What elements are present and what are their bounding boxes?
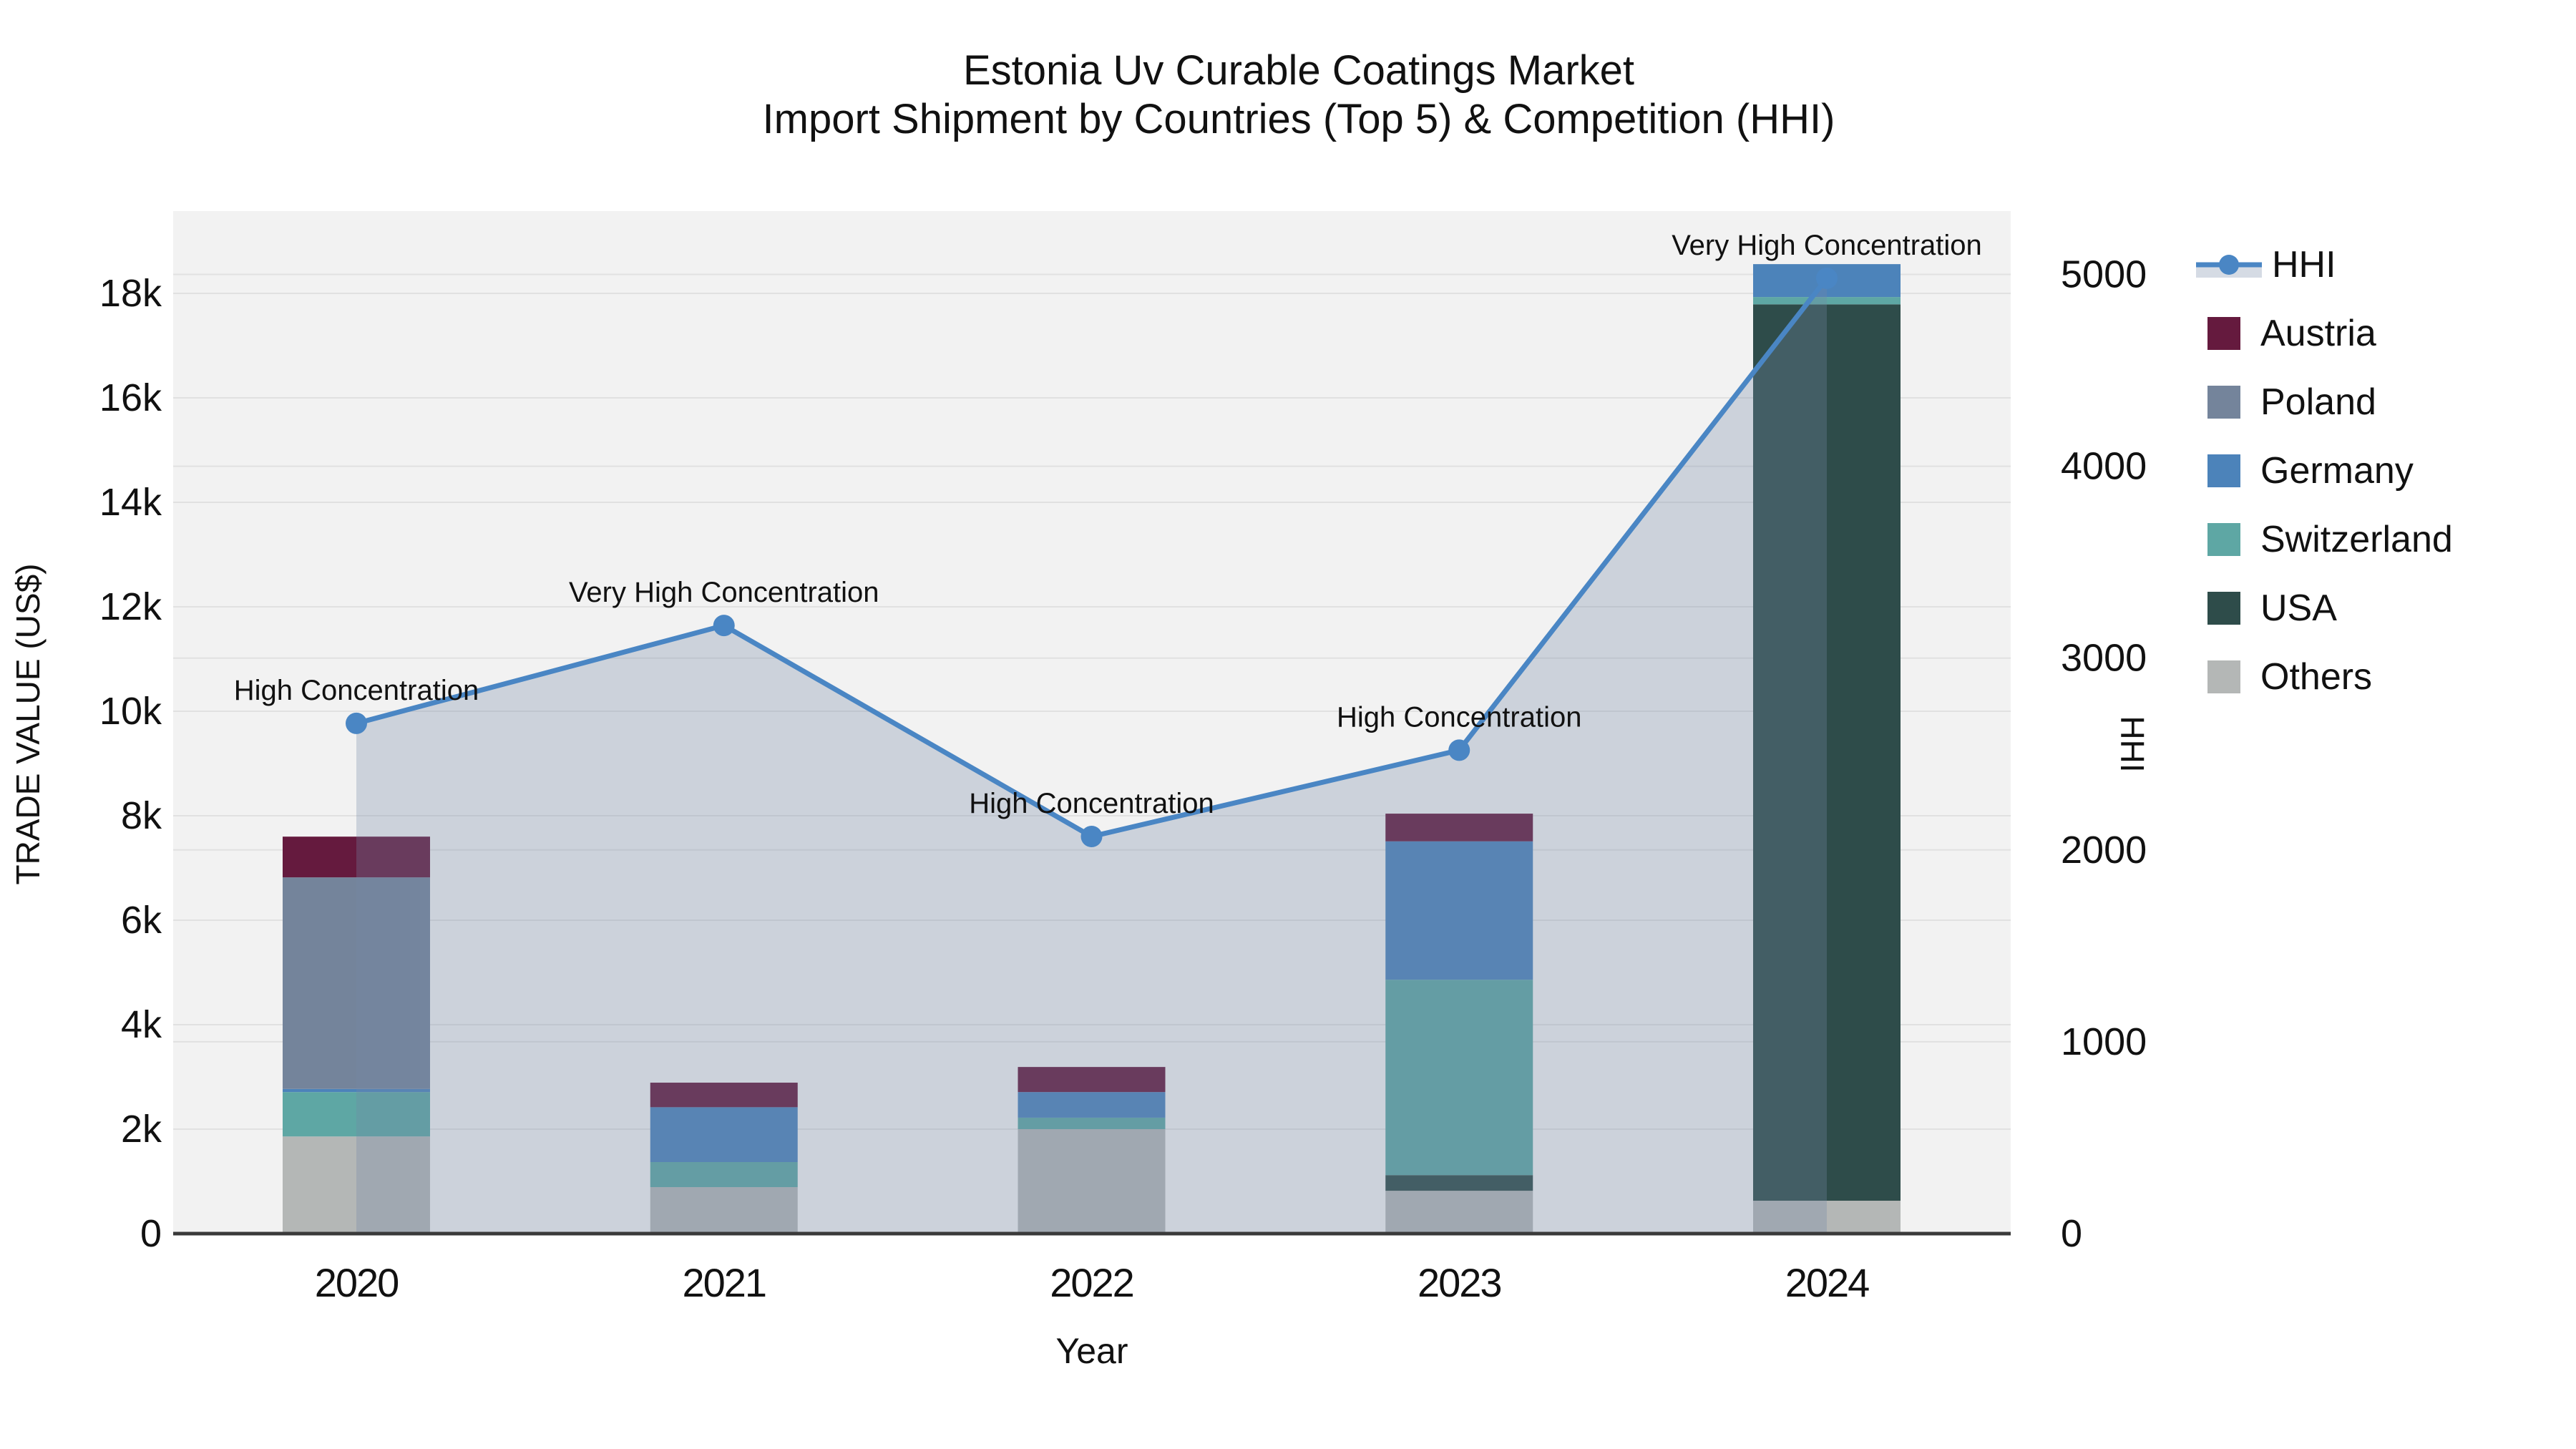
- y-right-tick-labels: 0 1000 2000 3000 4000 5000: [2061, 253, 2147, 1256]
- x-tick-2022: 2022: [1050, 1260, 1133, 1305]
- hhi-marker-2020: [346, 712, 367, 734]
- bar-segment-switzerland-2022: [1018, 1117, 1166, 1129]
- annotation-2023: High Concentration: [1337, 701, 1581, 733]
- annotation-2021: Very High Concentration: [569, 577, 879, 608]
- gridlines: [173, 273, 2011, 1130]
- legend-label-usa: USA: [2260, 587, 2337, 629]
- x-tick-2024: 2024: [1785, 1260, 1869, 1305]
- hhi-area-fill: [356, 278, 1827, 1234]
- bar-segment-austria-2020: [283, 836, 430, 878]
- y-right-tick-0: 0: [2061, 1212, 2082, 1255]
- legend-label-austria: Austria: [2260, 313, 2376, 354]
- annotation-2020: High Concentration: [234, 675, 479, 706]
- bar-segment-switzerland-2021: [650, 1161, 798, 1188]
- y-right-tick-1000: 1000: [2061, 1020, 2147, 1063]
- y-left-tick-16k: 16k: [99, 376, 162, 419]
- annotation-2022: High Concentration: [969, 788, 1214, 819]
- hhi-marker-2024: [1816, 267, 1838, 289]
- y-left-tick-2k: 2k: [121, 1108, 162, 1151]
- legend-item-austria: Austria: [2207, 299, 2453, 368]
- x-axis-title: Year: [1055, 1331, 1128, 1371]
- hhi-marker-2022: [1080, 826, 1103, 848]
- y-left-tick-8k: 8k: [121, 794, 162, 837]
- bar-segment-germany-2020: [283, 1088, 430, 1093]
- chart-title-line2: Import Shipment by Countries (Top 5) & C…: [763, 96, 1835, 142]
- legend-item-poland: Poland: [2207, 368, 2453, 436]
- legend-swatch-usa: [2207, 592, 2240, 625]
- y-left-tick-14k: 14k: [99, 481, 162, 524]
- bar-segment-switzerland-2020: [283, 1092, 430, 1137]
- y-left-tick-4k: 4k: [121, 1003, 162, 1046]
- hhi-markers: [346, 267, 1838, 848]
- y-right-tick-5000: 5000: [2061, 253, 2147, 296]
- legend-label-germany: Germany: [2260, 450, 2414, 492]
- x-tick-labels: 2020 2021 2022 2023 2024: [315, 1260, 1870, 1305]
- legend-swatch-poland: [2207, 386, 2240, 419]
- bar-segment-switzerland-2024: [1753, 297, 1901, 305]
- stacked-bars: [283, 264, 1901, 1234]
- hhi-marker-2023: [1448, 739, 1470, 761]
- bar-segment-switzerland-2023: [1385, 980, 1533, 1176]
- bar-segment-germany-2021: [650, 1107, 798, 1162]
- bar-segment-austria-2023: [1385, 814, 1533, 841]
- plot-area-background: [173, 211, 2011, 1234]
- bar-segment-others-2023: [1385, 1191, 1533, 1234]
- bar-segment-others-2024: [1753, 1201, 1901, 1234]
- bar-segment-germany-2022: [1018, 1092, 1166, 1118]
- legend-swatch-others: [2207, 660, 2240, 693]
- bar-segment-others-2021: [650, 1187, 798, 1234]
- y-left-tick-10k: 10k: [99, 690, 162, 733]
- legend-swatch-austria: [2207, 317, 2240, 350]
- legend-item-germany: Germany: [2207, 436, 2453, 505]
- legend: HHI Austria Poland Germany Switzerland USA Oth…: [2196, 230, 2453, 711]
- bar-segment-austria-2022: [1018, 1067, 1166, 1093]
- legend-swatch-germany: [2207, 454, 2240, 487]
- y-right-tick-3000: 3000: [2061, 637, 2147, 680]
- x-tick-2021: 2021: [682, 1260, 766, 1305]
- legend-label-others: Others: [2260, 656, 2373, 698]
- y-left-tick-18k: 18k: [99, 272, 162, 315]
- annotations: High Concentration Very High Concentratio…: [234, 230, 1982, 819]
- chart-title-line1: Estonia Uv Curable Coatings Market: [963, 47, 1634, 94]
- legend-item-usa: USA: [2207, 574, 2453, 643]
- legend-label-poland: Poland: [2260, 381, 2376, 423]
- bar-segment-usa-2024: [1753, 304, 1901, 1201]
- y-left-tick-labels: 0 2k 4k 6k 8k 10k 12k 14k 16k 18k: [99, 272, 162, 1255]
- hhi-marker-glyph: [2219, 255, 2239, 275]
- legend-swatch-switzerland: [2207, 523, 2240, 556]
- bar-segment-others-2022: [1018, 1129, 1166, 1234]
- hhi-line-legend-sample: [2196, 255, 2262, 278]
- bar-segment-usa-2023: [1385, 1175, 1533, 1191]
- legend-item-hhi: HHI: [2196, 230, 2453, 299]
- x-tick-2023: 2023: [1418, 1260, 1501, 1305]
- hhi-marker-2021: [713, 615, 735, 637]
- bar-segment-others-2020: [283, 1136, 430, 1234]
- y-right-tick-4000: 4000: [2061, 445, 2147, 488]
- legend-label-switzerland: Switzerland: [2260, 519, 2453, 560]
- bar-segment-poland-2020: [283, 877, 430, 1089]
- bar-segment-austria-2021: [650, 1083, 798, 1108]
- y-left-tick-6k: 6k: [121, 899, 162, 942]
- legend-label-hhi: HHI: [2272, 244, 2336, 286]
- bar-segment-germany-2023: [1385, 841, 1533, 980]
- legend-item-others: Others: [2207, 643, 2453, 711]
- y-right-tick-2000: 2000: [2061, 829, 2147, 872]
- y-left-tick-12k: 12k: [99, 585, 162, 628]
- y-left-axis-title: TRADE VALUE (US$): [9, 563, 47, 884]
- legend-item-switzerland: Switzerland: [2207, 505, 2453, 574]
- y-left-tick-0: 0: [140, 1212, 162, 1255]
- x-tick-2020: 2020: [315, 1260, 399, 1305]
- chart-generated-layers: High Concentration Very High Concentratio…: [99, 211, 2147, 1305]
- annotation-2024: Very High Concentration: [1672, 230, 1982, 261]
- y-right-axis-title: HHI: [2114, 716, 2151, 772]
